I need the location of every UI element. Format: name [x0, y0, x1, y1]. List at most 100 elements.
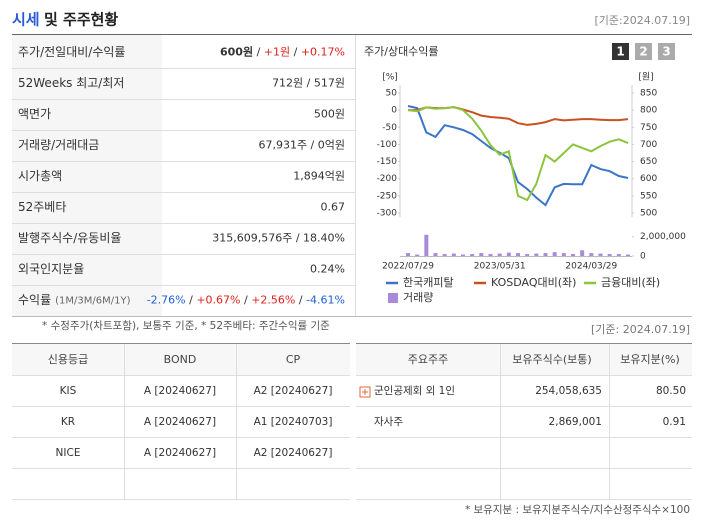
y-tick-label: -50: [382, 123, 397, 133]
value-part: 600원: [220, 45, 253, 59]
value-part: /: [290, 46, 301, 59]
table-header: BOND: [164, 353, 197, 366]
table-cell: A2 [20240627]: [254, 447, 333, 459]
y-unit: [%]: [382, 73, 398, 83]
row-label: 52주베타: [18, 200, 66, 214]
series-line: [407, 105, 629, 207]
table-cell: 군인공제회 외 1인: [374, 385, 455, 397]
y2-tick-label: 600: [640, 174, 657, 184]
table-cell: 2,869,001: [549, 416, 602, 428]
table-header-bg: [356, 344, 692, 375]
table-cell: KIS: [60, 385, 77, 397]
table-cell: KR: [61, 416, 75, 428]
table-cell: A [20240627]: [144, 447, 216, 459]
row-label: 발행주식수/유동비율: [18, 230, 121, 245]
legend-label: 한국캐피탈: [403, 276, 454, 289]
volume-bar: [552, 252, 557, 256]
y-tick-label: -250: [377, 191, 398, 201]
row-value: -2.76% / +0.67% / +2.56% / -4.61%: [147, 294, 345, 307]
y2-tick-label: 800: [640, 106, 657, 116]
volume-bar: [516, 253, 520, 256]
y-tick-label: -100: [377, 140, 398, 150]
row-label: 주가/전일대비/수익률: [18, 45, 125, 59]
y2-tick-label: 500: [640, 209, 657, 219]
table-cell: A1 [20240703]: [254, 416, 333, 428]
volume-bar: [607, 254, 612, 256]
ratings-date: [기준: 2024.07.19]: [591, 323, 690, 336]
value-part: 0.67: [321, 201, 346, 214]
y-tick-label: -150: [377, 157, 398, 167]
row-label: 거래량/거래대금: [18, 138, 99, 152]
table-cell: 80.50: [656, 385, 686, 397]
volume-bar: [580, 250, 585, 256]
y2-tick-label: 850: [640, 89, 657, 99]
table-header: 주요주주: [408, 353, 448, 366]
row-label: 수익률: [18, 293, 51, 307]
value-part: 712원 / 517원: [272, 77, 345, 90]
chart-tab[interactable]: [612, 43, 629, 60]
table-cell: A [20240627]: [144, 385, 216, 397]
value-part: +0.67%: [196, 294, 240, 307]
row-value: 0.24%: [310, 263, 345, 276]
x-tick-label: 2022/07/29: [382, 262, 434, 272]
volume-bar: [561, 253, 566, 256]
table-header: 신용등급: [48, 353, 88, 366]
row-value: 600원 / +1원 / +0.17%: [220, 45, 345, 59]
value-part: +1원: [264, 46, 290, 59]
table-cell: NICE: [56, 447, 81, 459]
value-part: 67,931주 / 0억원: [258, 139, 345, 152]
footnote: * 수정주가(차트포함), 보통주 기준, * 52주베타: 주간수익률 기준: [42, 320, 330, 332]
value-part: -2.76%: [147, 294, 186, 307]
value-part: /: [295, 294, 306, 307]
y3-tick-label: 0: [640, 252, 646, 262]
table-cell: 0.91: [663, 416, 686, 428]
y2-tick-label: 700: [640, 140, 657, 150]
value-part: /: [186, 294, 197, 307]
row-label-note: (1M/3M/6M/1Y): [55, 296, 130, 307]
y2-tick-label: 550: [640, 191, 657, 201]
legend-label: 거래량: [403, 291, 433, 304]
legend-label: 금융대비(좌): [601, 276, 660, 289]
volume-bar: [442, 254, 447, 256]
series-line: [408, 106, 629, 126]
legend-label: KOSDAQ대비(좌): [491, 276, 576, 289]
table-header-bg: [12, 344, 350, 375]
row-label: 외국인지분율: [18, 262, 84, 276]
title: 및 주주현황: [44, 11, 118, 29]
volume-bar: [461, 254, 465, 256]
chart-tab[interactable]: [635, 43, 652, 60]
table-cell: 254,058,635: [535, 385, 602, 397]
row-value: 67,931주 / 0억원: [258, 139, 345, 152]
value-part: +0.17%: [301, 46, 345, 59]
volume-bar: [470, 254, 475, 256]
volume-bar: [506, 252, 511, 256]
label-column: [12, 35, 162, 316]
table-header: 보유지분(%): [620, 353, 680, 366]
chart-tab-label: 2: [639, 45, 647, 59]
volume-bar: [406, 253, 410, 256]
table-header: 보유주식수(보통): [512, 353, 591, 366]
chart-tab-label: 3: [662, 45, 670, 59]
y2-tick-label: 750: [640, 123, 657, 133]
date: [기준:2024.07.19]: [594, 14, 690, 27]
value-part: /: [241, 294, 252, 307]
table-cell: 자사주: [374, 416, 403, 428]
value-part: 500원: [314, 108, 345, 121]
chart-title: 주가/상대수익률: [364, 45, 439, 58]
row-value: 0.67: [321, 201, 346, 214]
row-label: 52Weeks 최고/최저: [18, 76, 124, 90]
x-tick-label: 2024/03/29: [565, 262, 617, 272]
table-header: CP: [286, 353, 301, 366]
value-part: 1,894억원: [293, 170, 345, 183]
row-label: 액면가: [18, 107, 51, 121]
row-value: 1,894억원: [293, 170, 345, 183]
row-value: 500원: [314, 108, 345, 121]
y-tick-label: -200: [377, 174, 398, 184]
value-part: -4.61%: [306, 294, 345, 307]
value-part: 0.24%: [310, 263, 345, 276]
x-tick-label: 2023/05/31: [474, 262, 526, 272]
chart-tab[interactable]: [658, 43, 675, 60]
volume-bar: [424, 234, 429, 256]
volume-bar: [433, 253, 438, 256]
